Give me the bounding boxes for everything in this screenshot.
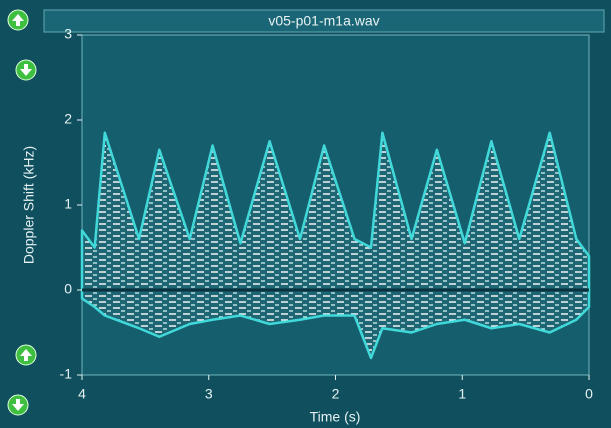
y-tick-label: 3	[64, 26, 72, 42]
scroll-up-button[interactable]	[7, 9, 29, 31]
x-tick-label: 2	[332, 386, 340, 402]
spectrum-area	[80, 288, 591, 360]
spectrum-area	[80, 131, 591, 292]
scroll-up-button[interactable]	[15, 344, 37, 366]
x-tick-label: 1	[458, 386, 466, 402]
title-bar	[43, 9, 605, 33]
x-tick-label: 3	[205, 386, 213, 402]
y-tick-label: 2	[64, 111, 72, 127]
x-tick-label: 4	[78, 386, 86, 402]
x-axis-label: Time (s)	[310, 409, 361, 425]
y-axis-label: Doppler Shift (kHz)	[21, 146, 37, 264]
y-tick-label: 0	[64, 281, 72, 297]
y-tick-label: -1	[60, 366, 73, 382]
y-tick-label: 1	[64, 196, 72, 212]
x-tick-label: 0	[585, 386, 593, 402]
chart-title: v05-p01-m1a.wav	[268, 13, 379, 29]
scroll-down-button[interactable]	[15, 59, 37, 81]
scroll-down-button[interactable]	[7, 394, 29, 416]
